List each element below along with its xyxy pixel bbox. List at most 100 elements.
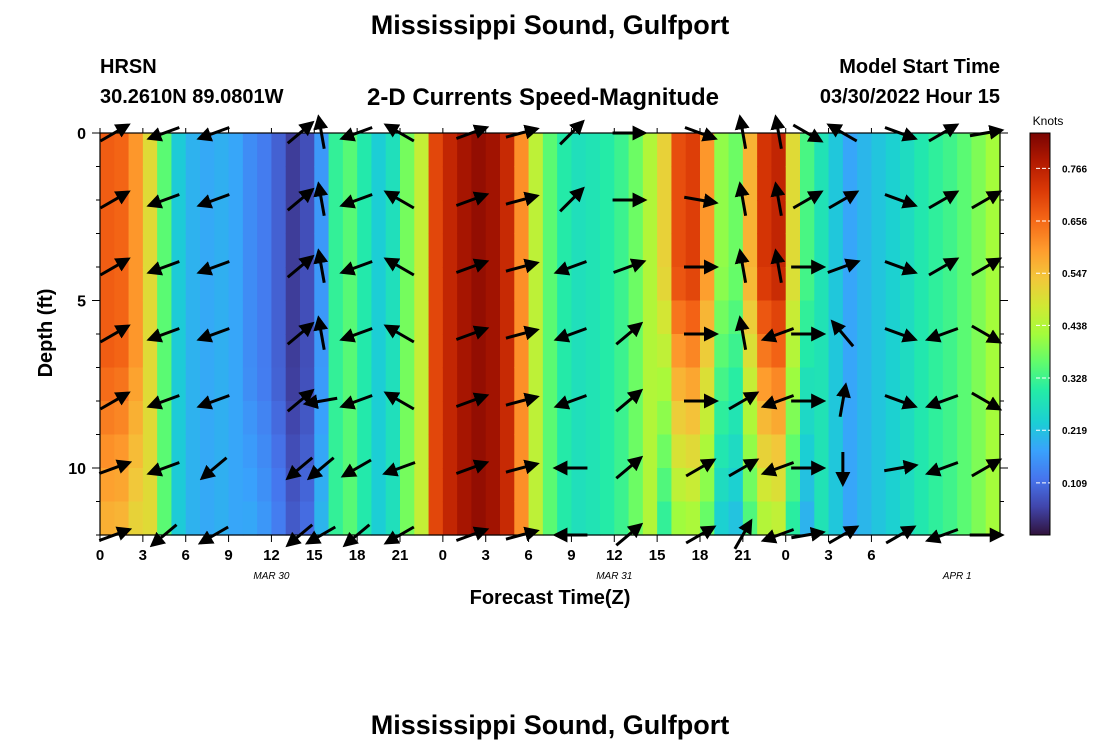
heatmap-cell xyxy=(328,300,344,335)
heatmap-cell xyxy=(585,334,601,369)
heatmap-cell xyxy=(714,367,730,402)
heatmap-cell xyxy=(257,133,273,168)
heatmap-cell xyxy=(871,468,887,503)
current-arrow xyxy=(559,186,585,213)
heatmap-cell xyxy=(571,334,587,369)
heatmap-cell xyxy=(685,300,701,335)
heatmap-cell xyxy=(314,434,330,469)
heatmap-cell xyxy=(957,401,973,436)
heatmap-cell xyxy=(971,133,987,168)
heatmap-cell xyxy=(857,468,873,503)
x-axis-label: Forecast Time(Z) xyxy=(470,587,631,609)
heatmap-cell xyxy=(728,401,744,436)
current-arrow xyxy=(286,254,315,279)
heatmap-cell xyxy=(314,401,330,436)
heatmap-cell xyxy=(842,468,858,503)
heatmap-cell xyxy=(928,200,944,235)
current-arrow xyxy=(884,260,918,276)
heatmap-cell xyxy=(571,434,587,469)
heatmap-cell xyxy=(385,133,401,168)
heatmap-cell xyxy=(671,401,687,436)
current-arrow xyxy=(99,257,131,277)
heatmap-cell xyxy=(614,501,630,536)
heatmap-cell xyxy=(271,367,287,402)
current-arrow xyxy=(827,258,861,274)
date-label: MAR 30 xyxy=(253,571,290,582)
heatmap-cell xyxy=(600,468,615,503)
heatmap-cell xyxy=(485,401,501,436)
x-tick-label: 0 xyxy=(782,547,790,564)
heatmap-cell xyxy=(628,133,644,168)
heatmap-cell xyxy=(157,367,173,402)
heatmap-cell xyxy=(914,401,930,436)
heatmap-cell xyxy=(600,233,615,268)
heatmap-cell xyxy=(485,233,501,268)
heatmap-cell xyxy=(371,200,387,235)
current-arrow xyxy=(734,315,750,351)
heatmap-cell xyxy=(714,233,730,268)
current-arrow xyxy=(146,327,180,343)
heatmap-cell xyxy=(214,367,230,402)
heatmap-cell xyxy=(271,334,287,369)
heatmap-cell xyxy=(142,334,158,369)
heatmap-cell xyxy=(585,267,601,302)
heatmap-cell xyxy=(642,166,658,201)
heatmap-cell xyxy=(300,200,315,235)
heatmap-cell xyxy=(328,434,344,469)
heatmap-cell xyxy=(571,166,587,201)
current-arrow xyxy=(505,325,540,341)
heatmap-cell xyxy=(985,367,1001,402)
heatmap-cell xyxy=(700,334,715,369)
heatmap-cell xyxy=(814,501,830,536)
heatmap-cell xyxy=(414,133,430,168)
heatmap-cell xyxy=(457,401,473,436)
heatmap-cell xyxy=(657,334,673,369)
heatmap-cell xyxy=(671,434,687,469)
heatmap-cell xyxy=(985,133,1001,168)
heatmap-cell xyxy=(485,434,501,469)
heatmap-cell xyxy=(828,367,844,402)
heatmap-cell xyxy=(342,434,358,469)
heatmap-cell xyxy=(471,133,487,168)
heatmap-cell xyxy=(900,300,915,335)
heatmap-cell xyxy=(228,434,244,469)
heatmap-cell xyxy=(828,133,844,168)
heatmap-cell xyxy=(657,300,673,335)
heatmap-cell xyxy=(657,367,673,402)
heatmap-cell xyxy=(171,334,187,369)
heatmap-cell xyxy=(857,133,873,168)
heatmap-cell xyxy=(285,434,301,469)
heatmap-cell xyxy=(200,133,215,168)
heatmap-cell xyxy=(257,267,273,302)
current-arrow xyxy=(828,190,860,210)
heatmap-cell xyxy=(228,267,244,302)
heatmap-cell xyxy=(700,133,715,168)
heatmap-cell xyxy=(957,267,973,302)
heatmap-cell xyxy=(700,267,715,302)
heatmap-cell xyxy=(885,133,901,168)
current-arrow xyxy=(339,327,373,343)
heatmap-cell xyxy=(214,200,230,235)
heatmap-cell xyxy=(228,468,244,503)
heatmap-cell xyxy=(171,200,187,235)
heatmap-cell xyxy=(942,200,958,235)
heatmap-cell xyxy=(542,434,558,469)
heatmap-cell xyxy=(728,334,744,369)
heatmap-cell xyxy=(728,501,744,536)
current-arrow xyxy=(770,181,786,217)
heatmap-cell xyxy=(728,468,744,503)
heatmap-cell xyxy=(871,434,887,469)
heatmap-cell xyxy=(800,501,815,536)
heatmap-cell xyxy=(900,334,915,369)
heatmap-cell xyxy=(128,501,144,536)
heatmap-cell xyxy=(800,200,815,235)
heatmap-cell xyxy=(185,200,201,235)
heatmap-cell xyxy=(942,434,958,469)
heatmap-cell xyxy=(971,166,987,201)
heatmap-cell xyxy=(128,300,144,335)
heatmap-cell xyxy=(371,434,387,469)
y-tick-label: 5 xyxy=(77,294,86,311)
heatmap-cell xyxy=(371,401,387,436)
current-arrow xyxy=(146,461,180,477)
heatmap-cell xyxy=(400,367,415,402)
